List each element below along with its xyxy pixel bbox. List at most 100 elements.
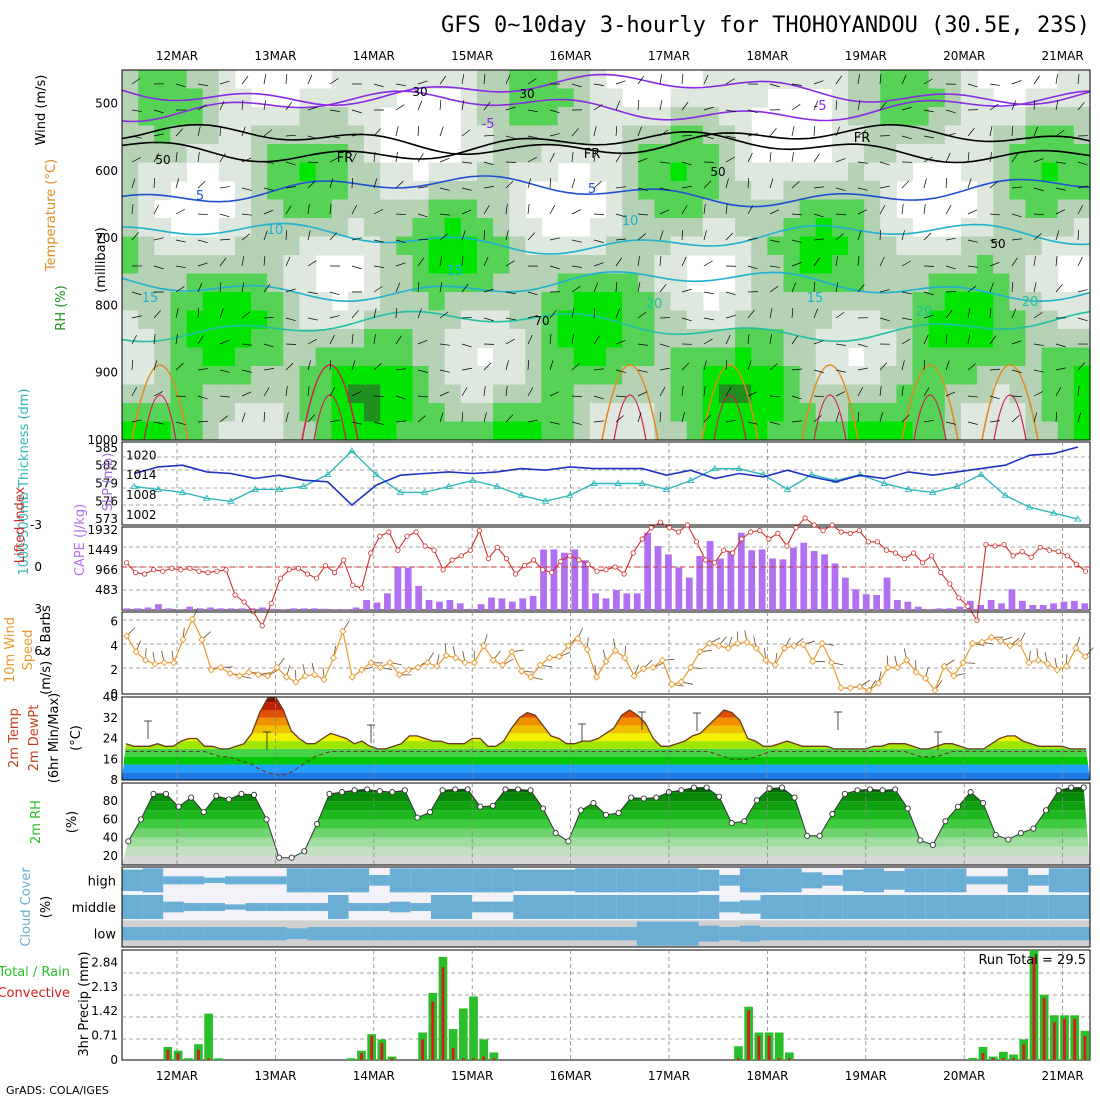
cloud-cell bbox=[451, 868, 473, 893]
rh-cell bbox=[1073, 366, 1091, 386]
upper-wind-barb bbox=[813, 369, 824, 373]
rh-cell bbox=[638, 199, 655, 219]
rh-cell bbox=[831, 107, 849, 127]
rh-cell bbox=[589, 107, 607, 127]
cloud-cell bbox=[1007, 927, 1029, 941]
upper-wind-barb bbox=[153, 178, 156, 189]
wind-speed-marker bbox=[498, 661, 507, 669]
upper-wind-barb bbox=[945, 109, 956, 114]
precip-conv-bar bbox=[451, 1047, 455, 1060]
cloud-cell bbox=[945, 895, 967, 919]
rh-cell bbox=[396, 384, 413, 404]
rh-cell bbox=[493, 384, 510, 404]
rh-cell bbox=[509, 70, 526, 90]
rh-cell bbox=[299, 273, 317, 293]
wind-tick: 2 bbox=[110, 663, 118, 677]
cloud-cell bbox=[884, 895, 906, 919]
lifted-index-marker bbox=[784, 543, 790, 549]
upper-wind-barb bbox=[131, 387, 137, 397]
rh-cell bbox=[815, 218, 833, 238]
upper-wind-barb bbox=[747, 334, 750, 345]
rh-cell bbox=[493, 181, 510, 201]
upper-wind-barb bbox=[725, 109, 736, 113]
rh-cell bbox=[476, 199, 494, 219]
x-tick-label-bottom: 20MAR bbox=[943, 1069, 985, 1083]
rh-2m-marker bbox=[690, 784, 698, 791]
wind-speed-marker bbox=[1062, 662, 1071, 670]
rh-cell bbox=[735, 70, 752, 90]
rh-cell bbox=[799, 347, 817, 367]
rh-cell bbox=[654, 181, 672, 201]
rh-cell bbox=[815, 199, 833, 219]
rh-cell bbox=[718, 236, 736, 256]
rh-cell bbox=[315, 384, 333, 404]
precip-conv-bar bbox=[757, 1035, 761, 1060]
precip-conv-bar bbox=[1022, 1044, 1026, 1060]
rh-cell bbox=[412, 292, 430, 312]
pressure-tick: 600 bbox=[95, 164, 118, 178]
upper-wind-barb bbox=[329, 178, 334, 189]
rh-cell bbox=[138, 125, 155, 145]
thickness-marker bbox=[565, 491, 574, 498]
rh-cell bbox=[525, 144, 543, 164]
upper-wind-barb bbox=[747, 310, 755, 319]
rh-cell bbox=[686, 162, 704, 182]
upper-wind-barb bbox=[373, 178, 378, 189]
precip-conv-bar bbox=[207, 1058, 211, 1060]
upper-wind-barb bbox=[219, 339, 230, 345]
lifted-index-marker bbox=[1010, 553, 1016, 559]
cape-bar bbox=[810, 551, 818, 610]
rh-cell bbox=[960, 329, 978, 349]
wind-speed-marker bbox=[799, 640, 807, 649]
upper-wind-barb bbox=[373, 308, 377, 319]
rh-cell bbox=[154, 218, 171, 238]
upper-wind-barb bbox=[395, 282, 401, 293]
wind-speed-marker bbox=[555, 652, 563, 661]
upper-wind-barb bbox=[263, 129, 273, 137]
lifted-index-marker bbox=[458, 553, 464, 559]
upper-wind-barb bbox=[153, 334, 156, 345]
thickness-marker bbox=[638, 479, 647, 486]
cloud-cell bbox=[863, 868, 885, 893]
upper-wind-barb bbox=[769, 83, 780, 88]
rh-cell bbox=[686, 88, 704, 108]
rh-cell bbox=[815, 255, 833, 275]
cloud-row-label: middle bbox=[72, 901, 116, 916]
upper-wind-barb bbox=[593, 282, 599, 293]
upper-wind-barb bbox=[351, 265, 362, 270]
cape-bar bbox=[373, 602, 381, 610]
rh-cell bbox=[880, 181, 897, 201]
rh-cell bbox=[686, 236, 704, 256]
upper-wind-barb bbox=[483, 161, 494, 166]
rh-cell bbox=[428, 199, 446, 219]
cloud-cell bbox=[678, 895, 700, 919]
rh-cell bbox=[638, 329, 655, 349]
upper-wind-barb bbox=[329, 387, 336, 397]
rh-cell bbox=[428, 162, 446, 182]
rh-cell bbox=[1009, 236, 1027, 256]
upper-wind-barb bbox=[527, 156, 537, 163]
rh-cell bbox=[638, 125, 655, 145]
rh-cell bbox=[218, 292, 236, 312]
rh-cell bbox=[154, 236, 171, 256]
rh-cell bbox=[751, 181, 768, 201]
cloud-cell bbox=[904, 868, 926, 893]
rh-cell bbox=[202, 421, 220, 441]
upper-wind-barb bbox=[791, 335, 798, 345]
cape-bar bbox=[758, 549, 766, 610]
x-tick-label-bottom: 15MAR bbox=[451, 1069, 493, 1083]
rh-cell bbox=[299, 255, 317, 275]
upper-wind-barb bbox=[967, 308, 971, 319]
upper-wind-barb bbox=[769, 128, 777, 137]
rh-cell bbox=[218, 384, 236, 404]
isotherm-20 bbox=[121, 310, 1091, 343]
upper-wind-barb bbox=[593, 262, 604, 267]
rh-cell bbox=[1073, 70, 1091, 90]
upper-wind-barb bbox=[989, 181, 998, 189]
rh-2m-marker bbox=[426, 809, 434, 816]
rh-2m-marker bbox=[351, 787, 358, 794]
rh-cell bbox=[460, 107, 478, 127]
rh-cell bbox=[138, 70, 155, 90]
rh-cell bbox=[944, 70, 962, 90]
